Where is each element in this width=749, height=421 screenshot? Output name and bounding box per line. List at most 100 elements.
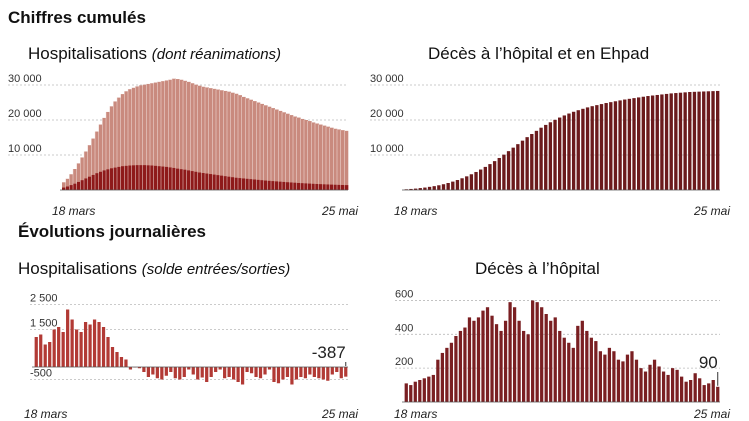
deces_hop_daily-bar: [652, 359, 657, 402]
deces_hop_daily-bar: [567, 342, 571, 402]
hosp_cum-bar-hosp: [150, 83, 154, 190]
deces_hop_daily-bar: [427, 376, 431, 402]
hosp_cum-bar-rea: [131, 165, 136, 190]
hosp_cum-bar-hosp: [344, 130, 349, 190]
hosp_cum-bar-rea: [271, 181, 275, 190]
hosp_cum-bar-rea: [113, 167, 118, 190]
hosp_cum-bar-rea: [285, 182, 290, 190]
deces_hop_daily-bar: [485, 307, 490, 402]
hosp_cum-bar-hosp: [98, 124, 103, 190]
hosp_cum-bar-rea: [84, 178, 88, 190]
deces_hop_daily-bar: [580, 320, 584, 402]
deces_hop_daily-bar: [449, 342, 454, 402]
hosp_cum-bar-rea: [117, 166, 121, 190]
hosp_daily-bar: [70, 319, 74, 367]
hosp_cum-bar-rea: [315, 183, 319, 190]
hosp_cum-bar-hosp: [87, 145, 92, 190]
hosp_daily-bar: [272, 367, 276, 382]
hosp-daily-subtitle: (solde entrées/sorties): [141, 261, 291, 278]
deces_hop_daily-bar: [707, 383, 711, 402]
hosp_cum-bar-rea: [289, 182, 294, 190]
hosp_daily-bar: [74, 329, 79, 367]
hosp_cum-bar-hosp: [124, 91, 129, 190]
cumulative-heading: Chiffres cumulés: [8, 8, 146, 27]
deces_cum-bar: [562, 115, 566, 190]
deces_hop_daily-bar: [562, 337, 566, 402]
hosp_daily-bar: [321, 367, 325, 380]
hosp_cum-bar-rea: [168, 167, 173, 190]
hosp_cum-bar-rea: [227, 176, 231, 190]
deces_hop_daily-bar: [458, 330, 463, 402]
hosp_cum-bar-rea: [230, 177, 235, 190]
hosp_cum-xlabel-end: 25 mai: [321, 204, 358, 218]
deces_cum-bar: [446, 183, 450, 190]
hosp_cum-bar-hosp: [304, 120, 308, 190]
deces_hop_daily-bar: [607, 347, 612, 402]
hosp_cum-bar-rea: [190, 171, 195, 190]
hosp_cum-bar-rea: [238, 178, 242, 190]
deces_hop_daily-bar: [675, 369, 679, 402]
hosp_cum-bar-hosp: [175, 79, 180, 190]
deces_cum-bar: [585, 107, 590, 190]
hosp_cum-bar-hosp: [267, 106, 272, 190]
deces_hop_daily-bar: [693, 373, 697, 402]
hosp_daily-bar: [160, 367, 164, 380]
hosp_cum-bar-rea: [241, 178, 246, 190]
hosp_cum-bar-hosp: [216, 89, 220, 190]
hosp_daily-bar: [245, 367, 249, 372]
deces_cum-bar: [492, 161, 497, 190]
deces_hop_daily-bar: [598, 351, 602, 402]
deces_cum-bar: [702, 91, 706, 190]
deces_cum-bar: [650, 95, 655, 190]
hosp_cum-bar-rea: [216, 175, 220, 190]
deces_cum-bar: [437, 185, 441, 190]
hosp_daily-bar: [97, 322, 101, 367]
hosp_cum-bar-hosp: [201, 86, 206, 190]
deces_cum-bar: [688, 92, 692, 190]
deces_hop_daily-bar: [418, 380, 422, 402]
hosp_daily-bar: [115, 352, 119, 367]
hosp_cum-bar-rea: [307, 183, 312, 190]
hosp-daily-title-text: Hospitalisations: [18, 259, 138, 278]
deces_cum-bar: [534, 130, 539, 190]
hosp_daily-bar: [57, 327, 61, 367]
hosp_cum-bar-hosp: [197, 85, 202, 190]
deces_hop_daily-bar: [422, 378, 426, 402]
deces_cum-bar: [469, 174, 474, 190]
deces_hop_daily-bar: [711, 380, 715, 402]
deces_cum-bar: [497, 157, 501, 190]
deces_cum-bar: [516, 144, 520, 190]
deces_hop_daily-bar: [467, 317, 472, 402]
deces_hop_daily-bar: [589, 337, 593, 402]
hosp_cum-bar-rea: [124, 165, 129, 190]
hosp_cum-ytick-label: 30 000: [8, 73, 42, 85]
hosp_cum-bar-hosp: [84, 151, 88, 190]
deces_cum-bar: [637, 97, 641, 190]
deces_cum-bar: [525, 137, 529, 190]
deces_cum-xlabel-end: 25 mai: [693, 204, 730, 218]
hosp_cum-bar-hosp: [69, 174, 74, 190]
hosp_daily-bar: [312, 367, 316, 377]
hosp_cum-bar-hosp: [326, 126, 330, 190]
hosp_cum-bar-rea: [102, 170, 107, 190]
hosp_cum-bar-hosp: [205, 87, 209, 190]
deces_cum-bar: [506, 151, 511, 190]
hosp_cum-bar-hosp: [179, 79, 184, 190]
hosp_cum-bar-hosp: [168, 79, 173, 190]
hosp_daily-bar: [200, 367, 204, 378]
hosp_cum-bar-rea: [278, 181, 283, 190]
hosp_cum-bar-hosp: [91, 138, 96, 190]
hosp_cum-bar-rea: [326, 184, 330, 190]
hosp_cum-bar-hosp: [223, 90, 228, 190]
hosp_cum-bar-rea: [146, 165, 151, 190]
hosp_cum-bar-hosp: [142, 84, 147, 190]
deces_cum-bar: [427, 186, 432, 190]
hosp_cum-bar-hosp: [172, 78, 176, 190]
hosp_cum-bar-hosp: [271, 108, 275, 190]
hosp_cum-bar-hosp: [333, 128, 338, 190]
hosp_cum-bar-rea: [322, 184, 327, 190]
deces_hop_daily-bar: [463, 327, 467, 402]
hosp_daily-bar: [303, 367, 308, 379]
hosp_cum-bar-hosp: [73, 169, 77, 190]
